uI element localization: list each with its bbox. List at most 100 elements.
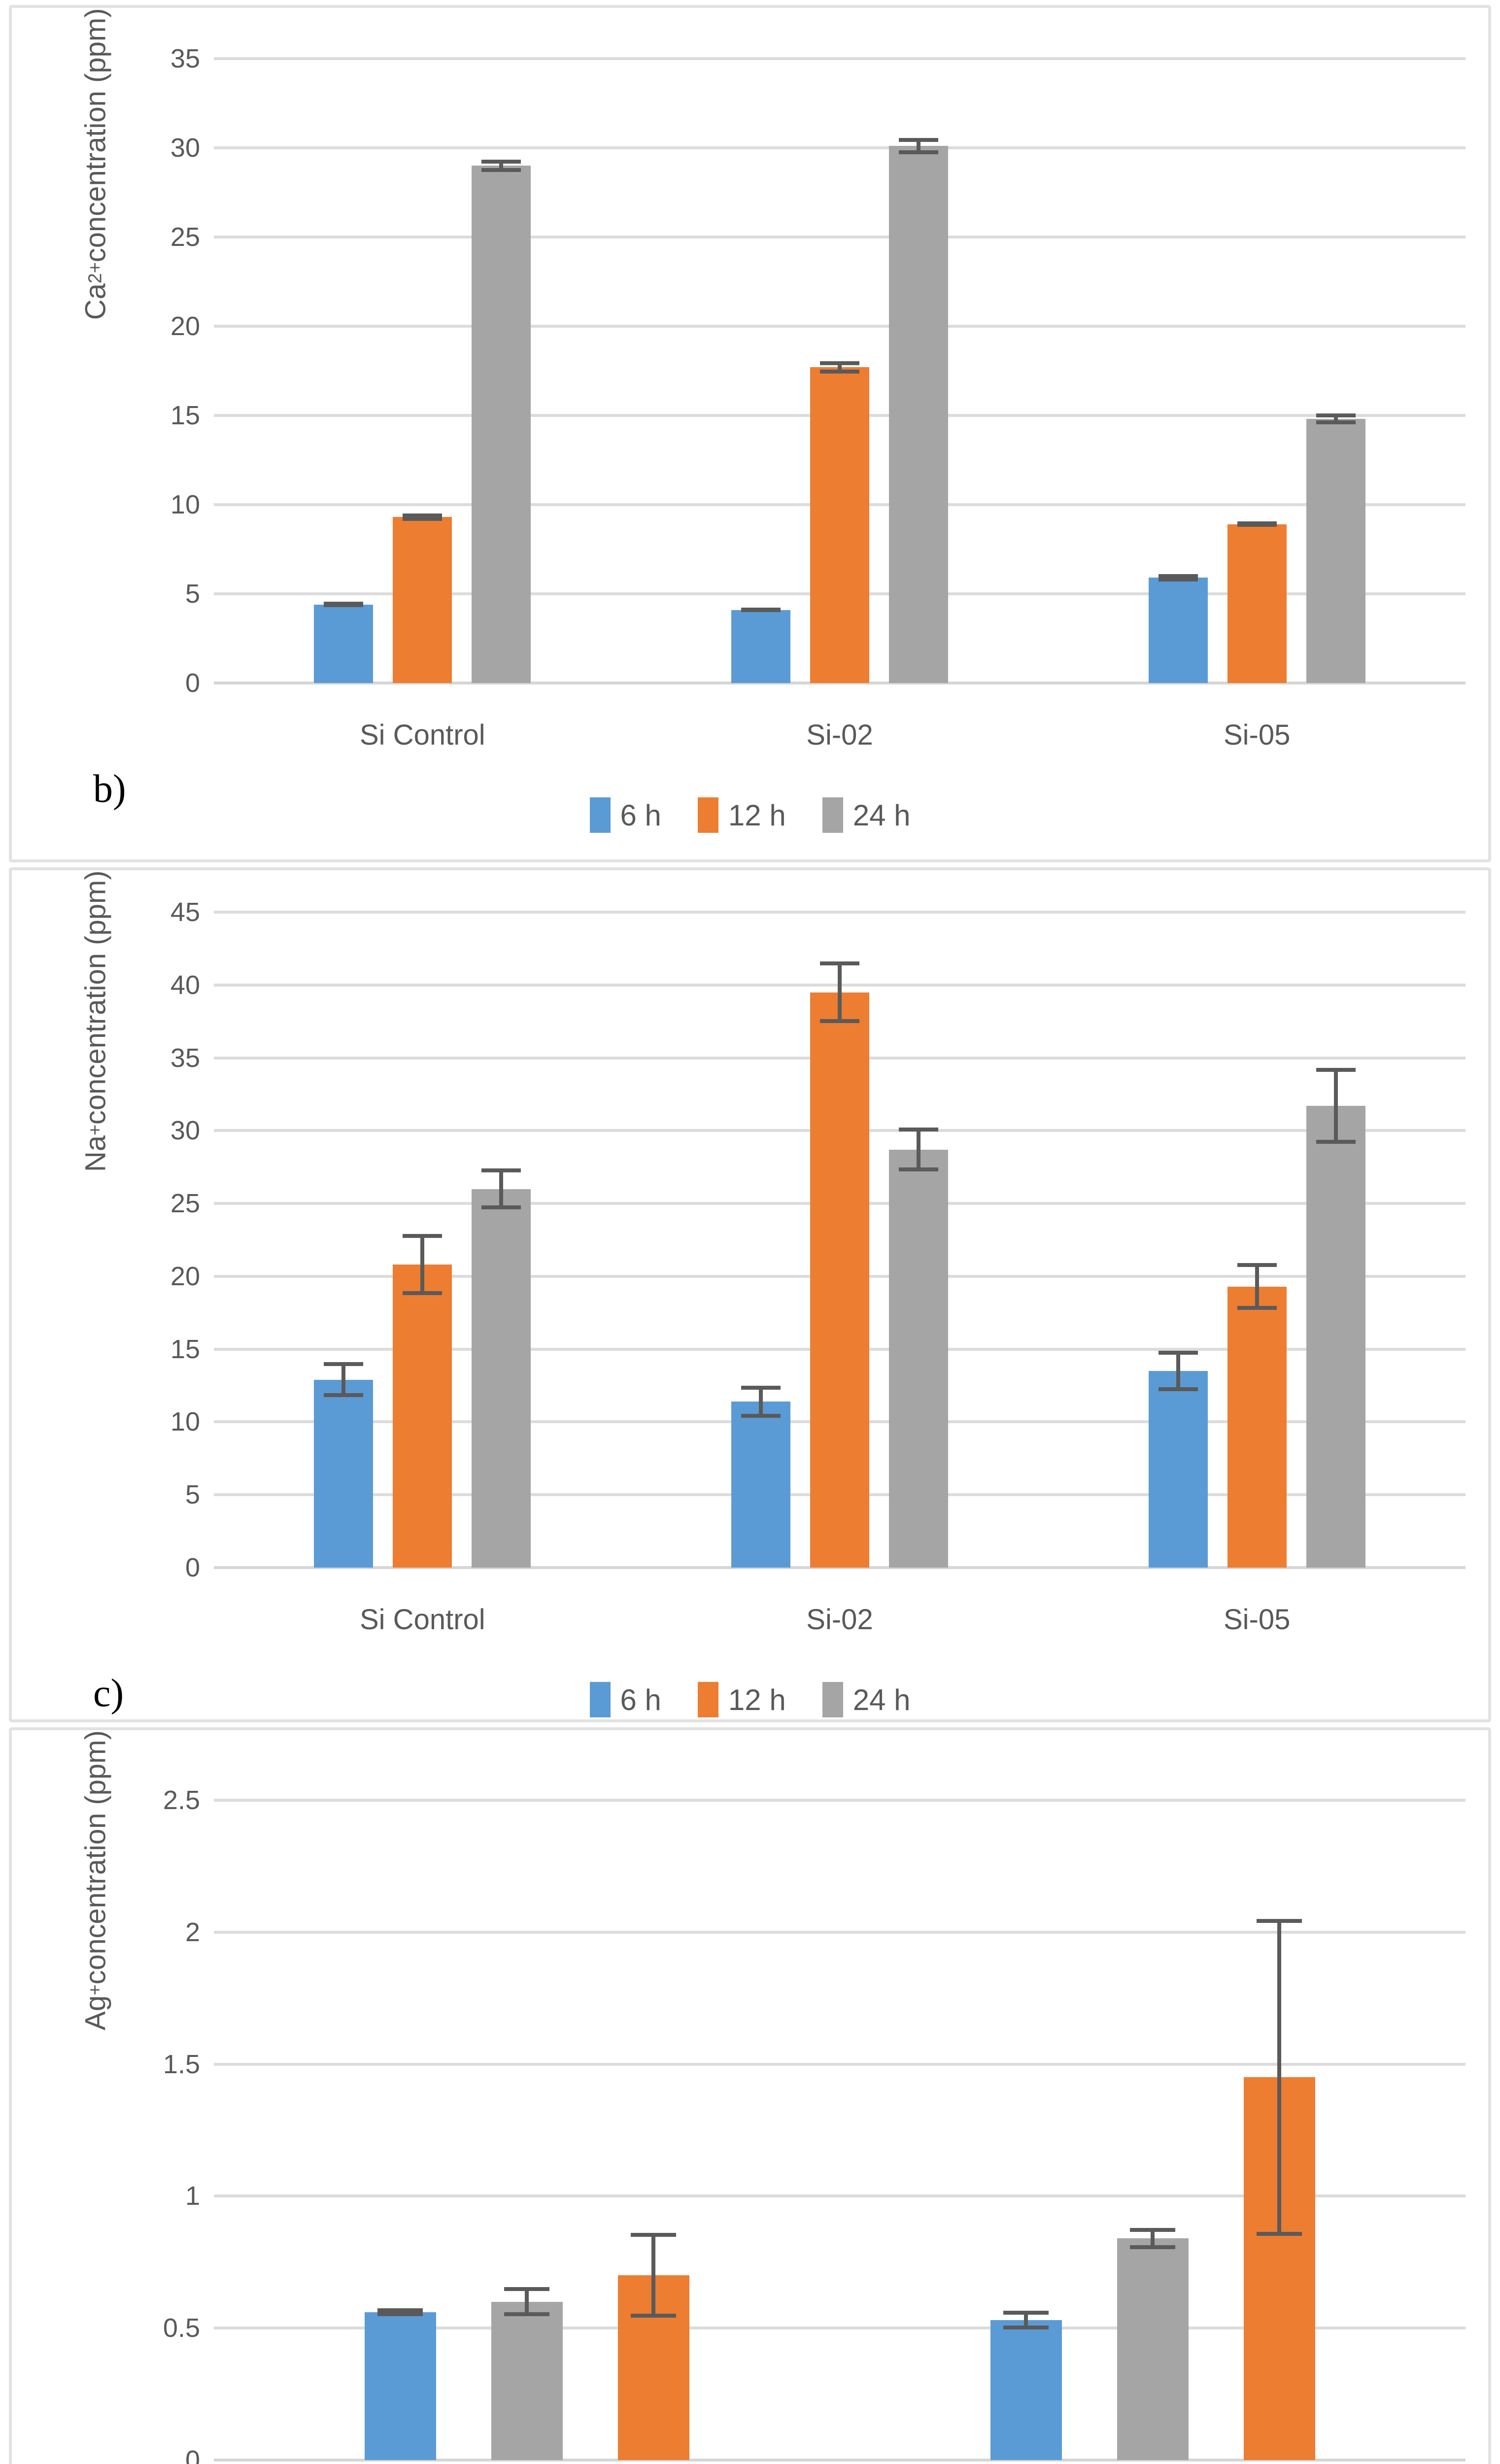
plot-area-d [214,1799,1466,2462]
y-tick-label: 5 [185,579,200,609]
error-bar [1237,521,1277,527]
error-cap-bottom [1237,523,1277,527]
error-line [525,2287,529,2317]
error-bar [631,2233,676,2318]
error-line [1024,2311,1028,2329]
error-bar [899,1128,938,1172]
error-bar [820,961,859,1023]
bar-12h-si-05 [1227,1286,1287,1568]
y-tick-label: 2 [185,1917,200,1947]
bar-24h-si-02 [889,146,948,683]
gridline [214,2459,1466,2462]
error-line [1151,2227,1155,2249]
error-bar [481,159,521,172]
y-axis-title: Ag + concentration (ppm) [71,1730,120,2030]
error-cap-bottom [1158,577,1198,582]
bar-6h-si-02 [731,1402,790,1568]
legend-b: 6 h 12 h 24 h [12,797,1488,833]
bar-12h-si-control [393,1265,452,1568]
gridline [214,2062,1466,2066]
error-line [1333,1068,1338,1144]
legend-swatch [589,797,611,833]
y-tick-label: 20 [170,311,200,341]
bar-24h-si-05 [1306,419,1365,683]
error-line [499,1168,504,1209]
legend-label: 12 h [728,1683,786,1716]
y-tick-label: 25 [170,222,200,252]
legend-label: 6 h [620,1683,661,1716]
error-cap-bottom [1130,2245,1175,2249]
y-tick-label: 5 [185,1480,200,1510]
error-cap-bottom [504,2312,549,2317]
y-tick-label: 1.5 [163,2049,200,2079]
y-tick-label: 0 [185,1553,200,1582]
bar-6h-si-05 [1148,578,1208,683]
y-axis-title-sup: + [85,1984,106,1996]
gridline [214,57,1466,60]
y-tick-label: 0 [185,2445,200,2464]
legend-item: 6 h [589,797,661,833]
legend-item: 12 h [697,797,786,833]
category-label: Si-05 [1223,719,1291,751]
gridline [214,1799,1466,1802]
error-cap-bottom [403,1291,443,1296]
y-tick-label: 40 [170,970,200,1000]
error-line [917,138,920,154]
category-label: Si Control [360,719,485,751]
bar-12h-si-05 [1117,2238,1189,2460]
bar-24h-si-control [472,166,531,683]
error-line [1277,1919,1281,2236]
error-bar [1158,574,1198,582]
error-cap-bottom [403,516,443,521]
gridline [214,911,1466,914]
error-bar [403,1234,443,1296]
error-cap-bottom [324,1393,364,1398]
y-tick-label: 30 [170,133,200,163]
error-bar [1316,1068,1356,1144]
bar-6h-si-control [314,1379,374,1568]
bar-12h-si-control [393,517,452,683]
panel-letter-b: b) [93,767,126,811]
y-axis-title-base: Ag [79,1995,112,2030]
bar-6h-si-05 [990,2320,1062,2460]
error-bar [741,608,781,612]
error-cap-bottom [481,1205,521,1209]
panel-letter-c: c) [93,1672,124,1715]
error-bar [377,2308,423,2317]
y-tick-label: 1 [185,2181,200,2211]
y-tick-label: 30 [170,1116,200,1146]
error-bar [504,2287,549,2317]
error-cap-bottom [1003,2325,1049,2329]
error-line [759,1385,763,1418]
error-cap-bottom [1257,2231,1302,2236]
y-tick-label: 15 [170,401,200,430]
error-bar [403,513,443,521]
error-cap-bottom [1237,1305,1277,1310]
error-cap-bottom [899,1167,938,1172]
error-line [838,361,842,374]
gridline [214,236,1466,239]
y-axis-title-sup: 2+ [85,262,106,284]
category-label: Si-02 [806,719,873,751]
legend-swatch [697,1682,718,1717]
category-label: Si Control [360,1604,485,1636]
y-tick-label: 20 [170,1261,200,1291]
error-cap-bottom [1316,1139,1356,1144]
legend-item: 6 h [589,1682,661,1717]
legend-label: 12 h [728,798,786,832]
error-line [838,961,842,1023]
error-cap-bottom [741,608,781,612]
error-line [651,2233,655,2318]
category-label: Si-05 [1223,1604,1291,1636]
bar-6h-si-02 [364,2312,436,2460]
bar-12h-si-02 [491,2301,563,2460]
bar-6h-si-05 [1148,1371,1208,1568]
bar-24h-si-control [472,1189,531,1568]
legend-swatch [822,1682,843,1717]
legend-swatch [697,797,718,833]
error-bar [1003,2311,1049,2329]
error-bar [1316,413,1356,425]
error-bar [741,1385,781,1418]
category-axis-c: Si Control Si-02 Si-05 [214,1603,1466,1636]
